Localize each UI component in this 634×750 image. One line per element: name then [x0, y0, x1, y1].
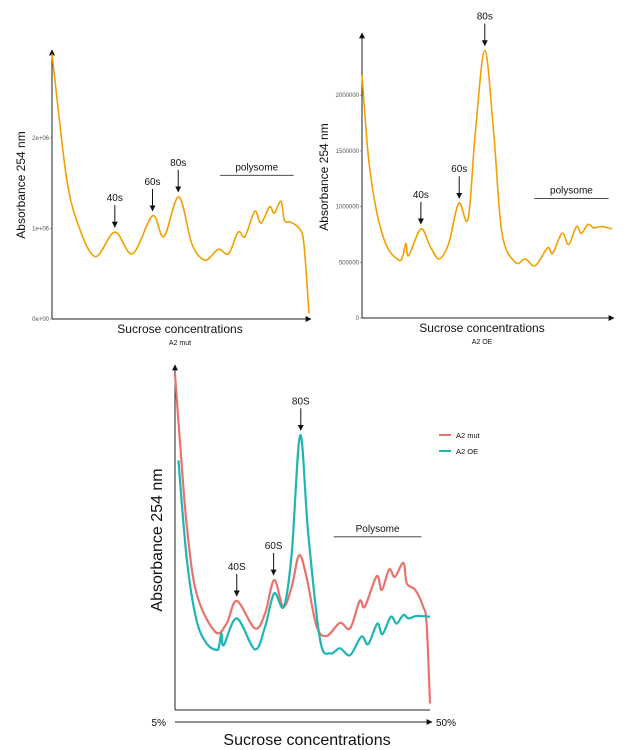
y-tick-label: 500000 [339, 260, 360, 266]
series-line-a2-oe [177, 434, 431, 657]
peak-label: 40s [107, 193, 123, 204]
peak-label: 60s [451, 164, 467, 175]
y-axis-label: Absorbance 254 nm [14, 131, 28, 238]
polysome-label: polysome [550, 185, 593, 196]
series-line-a2-mut [173, 373, 432, 704]
x-tick-start: 5% [152, 718, 167, 729]
polysome-label: Polysome [356, 524, 400, 535]
chart-comparison: Absorbance 254 nm Sucrose concentrations… [149, 364, 481, 749]
chart-subtitle: A2 OE [472, 339, 493, 346]
series-line-profile [51, 53, 310, 314]
y-tick-label: 2000000 [336, 93, 360, 99]
chart-subtitle: A2 mut [169, 340, 191, 347]
series-line-profile [361, 49, 613, 267]
legend-label-a2-mut: A2 mut [456, 431, 481, 440]
peak-label: 40S [228, 562, 246, 573]
polysome-label: polysome [235, 162, 278, 173]
chart-a2-mut: Absorbance 254 nm Sucrose concentrations… [14, 49, 312, 347]
y-tick-label: 0 [356, 316, 360, 322]
y-tick-label: 1e+06 [32, 226, 50, 232]
peak-label: 60S [265, 541, 283, 552]
y-tick-label: 1000000 [336, 205, 360, 211]
x-axis-label: Sucrose concentrations [419, 321, 544, 335]
peak-label: 80s [170, 158, 186, 169]
y-tick-label: 2e+06 [32, 136, 50, 142]
y-axis-label: Absorbance 254 nm [149, 468, 166, 611]
x-axis-label: Sucrose concentrations [223, 732, 390, 749]
peak-label: 60s [144, 177, 160, 188]
y-tick-label: 1500000 [336, 149, 360, 155]
legend-label-a2-oe: A2 OE [456, 447, 478, 456]
x-tick-end: 50% [436, 718, 456, 729]
x-axis-label: Sucrose concentrations [117, 322, 242, 336]
peak-label: 40s [413, 190, 429, 201]
peak-label: 80S [292, 396, 310, 407]
chart-a2-oe: Absorbance 254 nm Sucrose concentrations… [317, 12, 615, 346]
y-tick-label: 0e+00 [32, 317, 50, 323]
y-axis-label: Absorbance 254 nm [317, 123, 331, 230]
peak-label: 80s [477, 12, 493, 23]
legend: A2 mut A2 OE [439, 431, 481, 456]
